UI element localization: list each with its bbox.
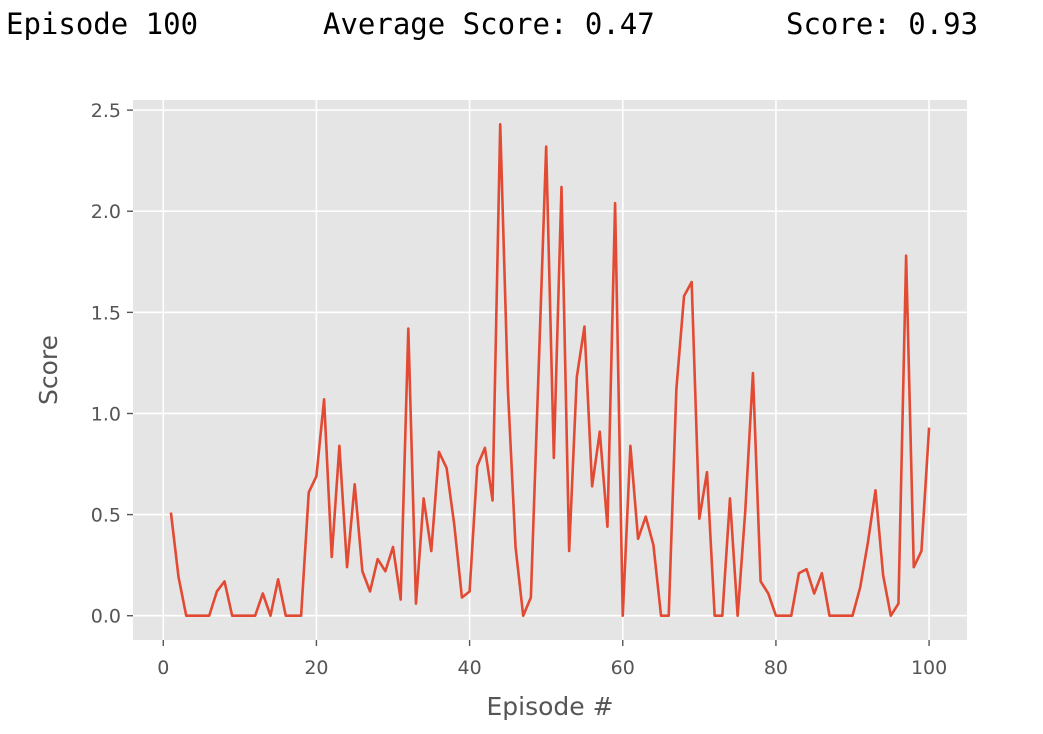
x-tick-label: 0	[157, 657, 169, 679]
episode-label: Episode 100	[6, 7, 199, 41]
plot-area	[133, 100, 967, 640]
x-tick-label: 20	[304, 657, 328, 679]
x-axis-label: Episode #	[486, 692, 613, 721]
y-tick-label: 1.0	[91, 403, 121, 425]
x-tick-label: 80	[764, 657, 788, 679]
y-axis-label: Score	[34, 335, 63, 405]
x-tick-label: 100	[911, 657, 947, 679]
x-tick-label: 60	[611, 657, 635, 679]
axis-ticks: 0 20 40 60 80 100 0.0 0.5 1.0 1.5 2.0 2.5	[91, 100, 947, 679]
y-tick-label: 2.0	[91, 201, 121, 223]
y-tick-label: 1.5	[91, 302, 121, 324]
y-tick-label: 2.5	[91, 100, 121, 122]
y-tick-label: 0.0	[91, 606, 121, 628]
current-score-label: Score: 0.93	[786, 7, 979, 41]
x-tick-label: 40	[457, 657, 481, 679]
y-tick-label: 0.5	[91, 505, 121, 527]
average-score-label: Average Score: 0.47	[323, 7, 655, 41]
training-log-line: Episode 100 Average Score: 0.47 Score: 0…	[6, 4, 978, 44]
score-series-line	[169, 122, 931, 618]
